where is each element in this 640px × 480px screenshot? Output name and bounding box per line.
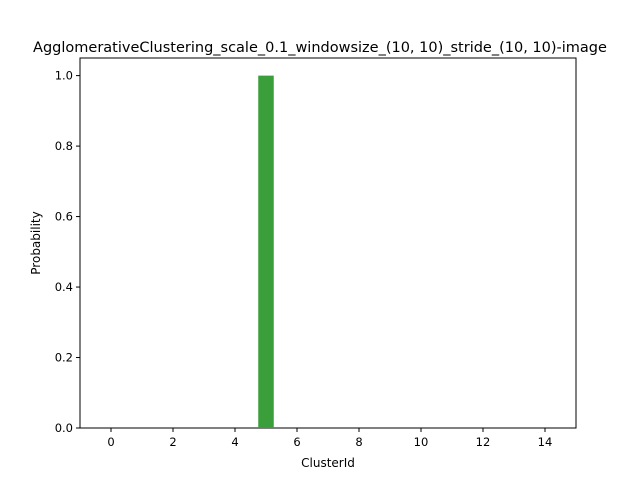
bars-group xyxy=(258,75,274,428)
y-axis-label: Probability xyxy=(29,211,43,274)
y-tick-label: 0.2 xyxy=(55,351,73,365)
x-tick-label: 4 xyxy=(231,435,238,449)
chart-title: AgglomerativeClustering_scale_0.1_window… xyxy=(33,40,607,56)
x-axis-label: ClusterId xyxy=(301,456,355,470)
y-tick-label: 1.0 xyxy=(55,69,73,83)
x-tick-label: 2 xyxy=(169,435,176,449)
x-tick-label: 6 xyxy=(293,435,300,449)
x-tick-label: 8 xyxy=(355,435,362,449)
x-tick-label: 0 xyxy=(107,435,114,449)
y-tick-label: 0.6 xyxy=(55,210,73,224)
x-tick-label: 10 xyxy=(414,435,429,449)
x-tick-label: 14 xyxy=(538,435,553,449)
bar-cluster-5 xyxy=(258,75,274,428)
y-tick-label: 0.8 xyxy=(55,139,73,153)
x-axis-ticks: 0 2 4 6 8 10 12 14 xyxy=(107,428,552,449)
plot-area xyxy=(79,57,577,429)
y-axis-ticks: 0.0 0.2 0.4 0.6 0.8 1.0 xyxy=(55,69,80,435)
y-tick-label: 0.4 xyxy=(55,280,73,294)
x-tick-label: 12 xyxy=(476,435,491,449)
y-tick-label: 0.0 xyxy=(55,421,73,435)
